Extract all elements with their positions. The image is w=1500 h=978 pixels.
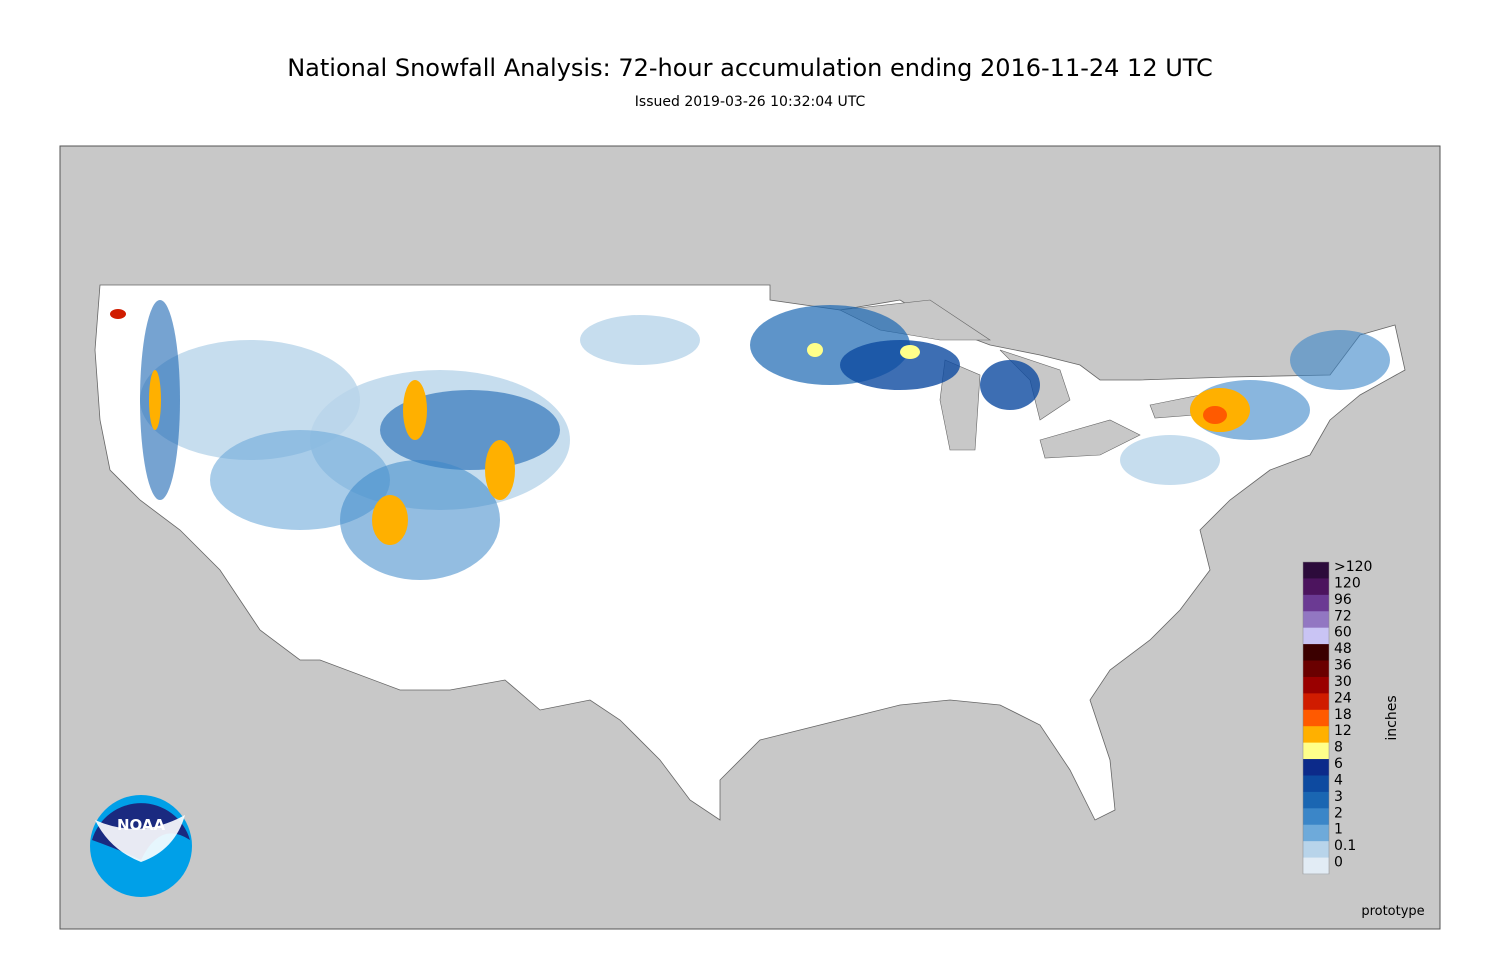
footer-note: prototype [1361,904,1424,919]
legend-swatch [1303,742,1329,760]
legend-label: 18 [1334,707,1352,723]
legend-label: 6 [1334,756,1343,772]
snow-areas [110,300,1390,580]
legend-swatch [1303,676,1329,694]
legend-border [1302,561,1330,875]
legend-swatch [1303,709,1329,727]
legend-swatch [1303,693,1329,711]
legend-swatch [1303,857,1329,875]
legend-label: 48 [1334,641,1352,657]
legend-swatch [1303,644,1329,662]
legend-label: 30 [1334,674,1352,690]
legend-label: 12 [1334,723,1352,739]
subtitle: Issued 2019-03-26 10:32:04 UTC [634,94,866,110]
legend-label: 96 [1334,592,1352,608]
legend-swatch [1303,594,1329,612]
legend-label: 8 [1334,740,1343,756]
legend-swatch [1303,726,1329,744]
legend-swatch [1303,759,1329,776]
legend-label: 36 [1334,658,1352,674]
legend-swatch [1303,791,1329,809]
legend-swatch [1303,611,1329,629]
legend-label: 0 [1334,855,1343,871]
legend-label: 24 [1334,690,1352,706]
legend-label: 1 [1334,822,1343,838]
legend-label: 2 [1334,805,1343,821]
legend-swatch [1303,775,1329,793]
legend-label: 120 [1334,575,1361,591]
legend-swatch [1303,808,1329,826]
legend-label: 4 [1334,772,1343,788]
legend-label: 3 [1334,789,1343,805]
legend-swatch [1303,562,1329,579]
legend-label: >120 [1334,559,1372,575]
legend-swatch [1303,627,1329,645]
legend-label: 0.1 [1334,838,1356,854]
logo-text: NOAA [117,816,166,834]
legend-unit: inches [1384,695,1400,740]
legend-swatch [1303,824,1329,842]
title: National Snowfall Analysis: 72-hour accu… [287,54,1213,82]
legend-swatch [1303,660,1329,678]
legend-swatch [1303,578,1329,596]
legend-label: 60 [1334,625,1352,641]
noaa-logo: NOAA [90,795,192,897]
legend-label: 72 [1334,608,1352,624]
legend-swatch [1303,841,1329,859]
